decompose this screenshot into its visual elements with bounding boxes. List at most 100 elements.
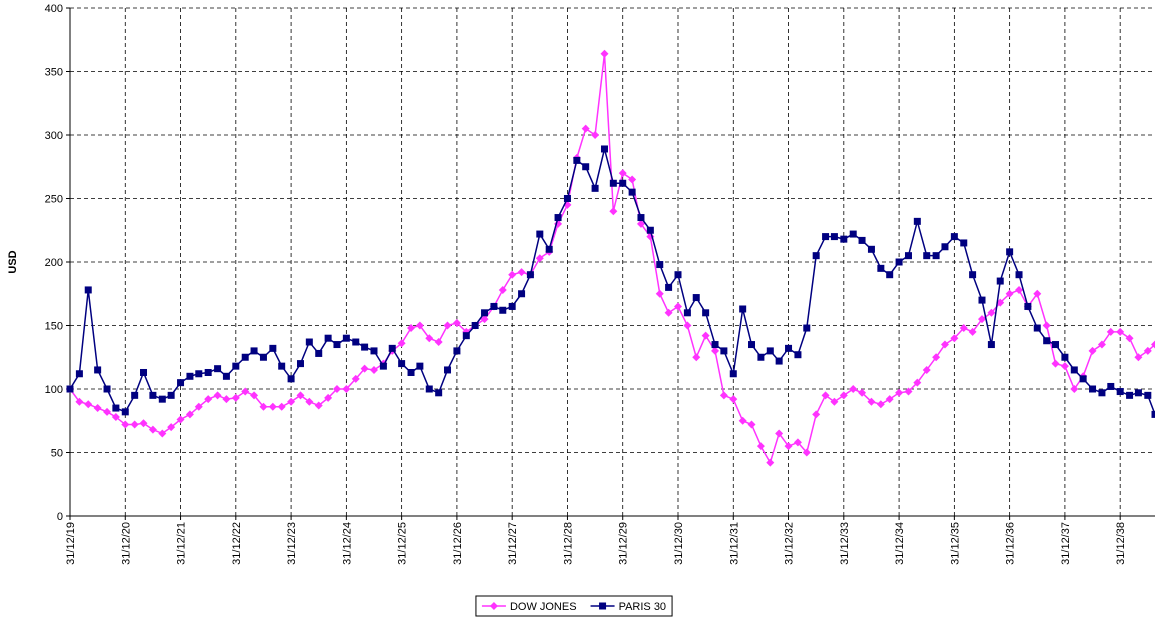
marker (582, 163, 590, 171)
marker (287, 375, 295, 383)
marker (619, 179, 627, 187)
y-tick-label: 100 (45, 384, 63, 396)
marker (702, 309, 710, 317)
x-tick-label: 31/12/26 (452, 522, 464, 565)
marker (968, 327, 977, 336)
y-tick-label: 250 (45, 194, 63, 206)
marker (1070, 366, 1078, 374)
marker (950, 233, 958, 241)
marker (277, 402, 286, 411)
marker (950, 334, 959, 343)
marker (177, 379, 185, 387)
x-tick-label: 31/12/30 (673, 522, 685, 565)
marker (250, 391, 259, 400)
marker (407, 368, 415, 376)
marker (425, 385, 433, 393)
marker (628, 175, 637, 184)
marker (821, 391, 830, 400)
marker (940, 340, 949, 349)
marker (462, 332, 470, 340)
marker (158, 429, 167, 438)
marker (1033, 289, 1042, 298)
marker (231, 393, 240, 402)
marker (830, 397, 839, 406)
marker (674, 271, 682, 279)
marker (415, 321, 424, 330)
marker (508, 270, 517, 279)
marker (683, 309, 691, 317)
marker (352, 338, 360, 346)
marker (858, 388, 867, 397)
marker (379, 362, 387, 370)
marker (204, 395, 213, 404)
marker (397, 339, 406, 348)
marker (747, 420, 756, 429)
marker (923, 252, 931, 260)
marker (785, 344, 793, 352)
marker (656, 261, 664, 269)
marker (370, 347, 378, 355)
marker (130, 420, 139, 429)
marker (535, 254, 544, 263)
legend-label: PARIS 30 (619, 601, 667, 613)
marker (93, 404, 102, 413)
marker (194, 402, 203, 411)
marker (600, 49, 609, 58)
marker (361, 343, 369, 351)
marker (222, 395, 231, 404)
marker (729, 395, 738, 404)
marker (1061, 353, 1069, 361)
marker (314, 401, 323, 410)
marker (443, 321, 452, 330)
marker (563, 195, 571, 202)
marker (987, 341, 995, 349)
x-tick-label: 31/12/25 (397, 522, 409, 565)
marker (1070, 385, 1079, 393)
marker (867, 397, 876, 406)
marker (1006, 248, 1014, 256)
marker (131, 391, 139, 399)
marker (1107, 382, 1115, 390)
marker (259, 353, 267, 361)
marker (886, 271, 894, 279)
marker (222, 372, 230, 380)
marker (775, 357, 783, 365)
marker (416, 362, 424, 370)
x-tick-label: 31/12/21 (176, 522, 188, 565)
marker (342, 334, 350, 342)
marker (960, 239, 968, 247)
marker (250, 347, 258, 355)
marker (784, 442, 793, 451)
marker (407, 324, 416, 333)
marker (167, 391, 175, 399)
x-tick-label: 31/12/27 (507, 522, 519, 565)
marker (480, 315, 489, 324)
marker (1088, 346, 1097, 355)
marker (719, 391, 728, 400)
x-tick-label: 31/12/33 (839, 522, 851, 565)
marker (1060, 362, 1069, 371)
marker (139, 419, 148, 428)
x-tick-label: 31/12/28 (562, 522, 574, 565)
marker (1126, 391, 1134, 399)
marker (369, 365, 378, 374)
marker (241, 387, 250, 396)
x-tick-label: 31/12/32 (784, 522, 796, 565)
marker (1125, 334, 1134, 343)
marker (1144, 391, 1152, 399)
marker (609, 207, 618, 216)
x-tick-label: 31/12/22 (231, 522, 243, 565)
x-tick-label: 31/12/37 (1060, 522, 1072, 565)
legend-box (475, 595, 673, 617)
marker (729, 370, 737, 378)
marker (839, 391, 848, 400)
marker (977, 315, 986, 324)
marker (490, 302, 498, 310)
marker (1143, 346, 1152, 355)
x-tick-label: 31/12/19 (65, 522, 77, 565)
marker (489, 602, 498, 610)
marker (573, 156, 581, 164)
marker (103, 385, 111, 393)
marker (1033, 324, 1041, 332)
